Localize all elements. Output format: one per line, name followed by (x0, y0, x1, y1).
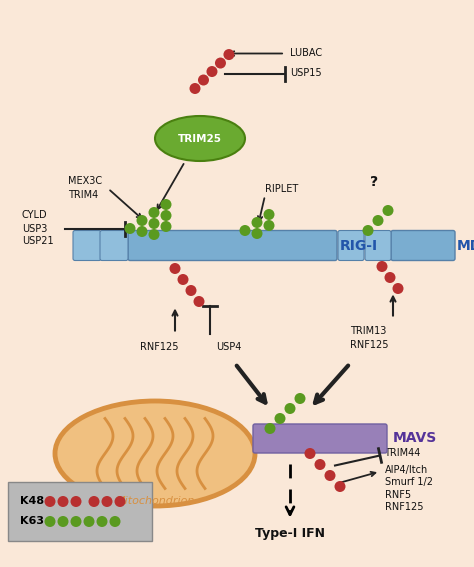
Circle shape (83, 516, 94, 527)
FancyBboxPatch shape (253, 424, 387, 453)
Text: USP3: USP3 (22, 223, 47, 234)
Circle shape (223, 49, 235, 60)
Circle shape (185, 285, 197, 296)
Circle shape (45, 516, 55, 527)
Circle shape (315, 459, 326, 470)
Circle shape (71, 516, 82, 527)
Text: K63: K63 (20, 517, 44, 527)
Circle shape (264, 220, 274, 231)
Text: TRIM13: TRIM13 (350, 327, 386, 336)
Text: USP15: USP15 (290, 69, 322, 78)
Circle shape (97, 516, 108, 527)
Circle shape (57, 516, 69, 527)
Circle shape (264, 209, 274, 220)
FancyBboxPatch shape (73, 231, 101, 260)
Circle shape (252, 228, 263, 239)
Circle shape (207, 66, 218, 77)
Circle shape (125, 223, 136, 234)
Circle shape (383, 205, 393, 216)
Circle shape (325, 470, 336, 481)
Circle shape (148, 207, 159, 218)
Circle shape (148, 218, 159, 229)
Circle shape (294, 393, 306, 404)
Ellipse shape (155, 116, 245, 161)
FancyBboxPatch shape (365, 231, 391, 260)
Circle shape (384, 272, 395, 283)
Circle shape (373, 215, 383, 226)
Circle shape (137, 226, 147, 237)
Text: RIG-I: RIG-I (340, 239, 378, 252)
Circle shape (239, 225, 250, 236)
Circle shape (115, 496, 126, 507)
Circle shape (57, 496, 69, 507)
Text: USP21: USP21 (22, 236, 54, 247)
Text: MAVS: MAVS (393, 431, 437, 446)
Circle shape (304, 448, 316, 459)
FancyBboxPatch shape (128, 231, 337, 260)
Circle shape (363, 225, 374, 236)
Text: K48: K48 (20, 497, 44, 506)
Circle shape (109, 516, 120, 527)
FancyBboxPatch shape (391, 231, 455, 260)
Circle shape (376, 261, 388, 272)
Circle shape (264, 423, 275, 434)
Circle shape (137, 215, 147, 226)
Circle shape (198, 74, 209, 86)
Text: Smurf 1/2: Smurf 1/2 (385, 477, 433, 488)
Circle shape (148, 229, 159, 240)
FancyBboxPatch shape (100, 231, 128, 260)
Circle shape (284, 403, 295, 414)
FancyBboxPatch shape (8, 481, 152, 540)
Text: TRIM25: TRIM25 (178, 133, 222, 143)
Circle shape (45, 496, 55, 507)
Text: Type-I IFN: Type-I IFN (255, 527, 325, 540)
Ellipse shape (55, 401, 255, 506)
FancyBboxPatch shape (338, 231, 364, 260)
Text: ?: ? (370, 175, 378, 188)
Text: RNF125: RNF125 (140, 341, 179, 352)
Circle shape (392, 283, 403, 294)
Circle shape (252, 217, 263, 228)
Text: RNF125: RNF125 (385, 501, 423, 511)
Text: LUBAC: LUBAC (290, 49, 322, 58)
Circle shape (170, 263, 181, 274)
Circle shape (71, 496, 82, 507)
Text: CYLD: CYLD (22, 210, 47, 221)
Text: Mitochondrion: Mitochondrion (115, 497, 195, 506)
Text: MDA5: MDA5 (457, 239, 474, 252)
Text: AIP4/Itch: AIP4/Itch (385, 466, 428, 476)
Text: TRIM4: TRIM4 (68, 189, 98, 200)
Circle shape (274, 413, 285, 424)
Circle shape (161, 199, 172, 210)
Circle shape (89, 496, 100, 507)
Text: RIPLET: RIPLET (265, 184, 298, 193)
Text: TRIM44: TRIM44 (384, 448, 420, 459)
Circle shape (161, 221, 172, 232)
Text: RNF125: RNF125 (350, 340, 389, 349)
Circle shape (215, 57, 226, 69)
Circle shape (335, 481, 346, 492)
Circle shape (101, 496, 112, 507)
Circle shape (193, 296, 204, 307)
Text: RNF5: RNF5 (385, 489, 411, 500)
Circle shape (161, 210, 172, 221)
Circle shape (190, 83, 201, 94)
Circle shape (177, 274, 189, 285)
Text: MEX3C: MEX3C (68, 176, 102, 187)
Text: USP4: USP4 (216, 341, 241, 352)
